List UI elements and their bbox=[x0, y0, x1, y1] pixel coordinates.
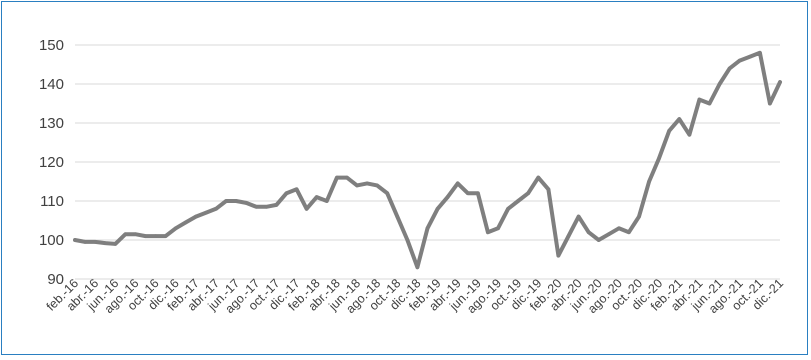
data-point bbox=[304, 207, 309, 211]
data-point bbox=[264, 205, 269, 209]
data-point bbox=[657, 156, 661, 160]
data-point bbox=[778, 80, 782, 84]
data-point bbox=[73, 238, 77, 242]
data-point bbox=[647, 179, 651, 184]
data-point bbox=[737, 58, 742, 63]
data-point bbox=[758, 51, 762, 55]
data-point bbox=[617, 226, 621, 231]
data-point bbox=[153, 234, 158, 238]
data-point bbox=[556, 253, 561, 258]
data-point bbox=[93, 240, 97, 244]
data-point bbox=[234, 199, 238, 203]
data-point bbox=[486, 230, 490, 234]
data-point bbox=[204, 210, 208, 215]
x-axis-ticks: feb.-16abr.-16jun.-16ago.-16oct.-16dic.-… bbox=[44, 276, 786, 316]
data-point bbox=[405, 238, 410, 242]
y-axis-ticks: 90 100 110 120 130 140 150 bbox=[39, 37, 64, 288]
data-point bbox=[113, 242, 118, 246]
data-point bbox=[445, 195, 450, 199]
series-layer bbox=[73, 50, 782, 270]
data-point bbox=[284, 191, 289, 195]
data-point bbox=[526, 191, 530, 195]
data-point bbox=[466, 191, 470, 195]
y-tick-label: 110 bbox=[40, 193, 64, 210]
y-tick-label: 130 bbox=[39, 115, 64, 132]
data-point bbox=[607, 232, 611, 236]
gridlines bbox=[75, 44, 780, 280]
data-point bbox=[244, 201, 248, 205]
data-point bbox=[325, 199, 329, 203]
data-point bbox=[717, 82, 722, 86]
data-point bbox=[395, 214, 400, 219]
data-point bbox=[345, 175, 349, 180]
y-tick-label: 100 bbox=[39, 232, 64, 249]
y-tick-label: 120 bbox=[39, 154, 64, 171]
data-point bbox=[254, 205, 259, 209]
data-point bbox=[566, 234, 571, 238]
data-point bbox=[123, 232, 128, 236]
data-point bbox=[546, 187, 551, 192]
y-tick-label: 90 bbox=[47, 271, 64, 288]
data-point bbox=[506, 207, 510, 211]
data-point bbox=[687, 132, 692, 137]
data-point bbox=[335, 175, 339, 180]
data-point bbox=[425, 226, 430, 231]
series-line bbox=[73, 50, 782, 270]
data-point bbox=[476, 191, 480, 195]
data-point bbox=[768, 101, 772, 106]
data-point bbox=[435, 207, 440, 211]
data-point bbox=[516, 199, 520, 203]
data-point bbox=[385, 191, 390, 195]
data-point bbox=[727, 66, 732, 71]
data-point bbox=[274, 203, 279, 207]
data-point bbox=[184, 220, 188, 225]
y-tick-label: 140 bbox=[39, 76, 64, 93]
data-point bbox=[103, 241, 107, 245]
data-point bbox=[314, 195, 319, 199]
data-point bbox=[637, 214, 641, 219]
data-point bbox=[194, 214, 198, 219]
data-point bbox=[576, 214, 581, 219]
data-point bbox=[83, 240, 87, 244]
data-point bbox=[163, 234, 168, 238]
data-point bbox=[667, 129, 671, 133]
y-tick-label: 150 bbox=[39, 37, 64, 54]
data-point bbox=[455, 181, 460, 186]
data-point bbox=[496, 226, 500, 231]
data-point bbox=[586, 230, 591, 234]
data-point bbox=[173, 226, 178, 231]
data-point bbox=[133, 232, 138, 236]
data-point bbox=[294, 187, 299, 192]
data-point bbox=[214, 207, 218, 211]
data-point bbox=[224, 199, 228, 203]
data-point bbox=[365, 181, 369, 186]
data-point bbox=[748, 54, 752, 59]
data-point bbox=[697, 97, 702, 102]
chart-frame: 90 100 110 120 130 140 150 feb.-16 abr.-16 jun.-… bbox=[1, 1, 808, 355]
data-point bbox=[627, 230, 631, 234]
data-point bbox=[143, 234, 148, 238]
data-point bbox=[355, 183, 359, 188]
data-point bbox=[536, 175, 541, 180]
data-point bbox=[596, 238, 601, 242]
data-point bbox=[415, 265, 420, 270]
data-point bbox=[375, 183, 379, 188]
data-point bbox=[677, 117, 682, 121]
data-point bbox=[707, 101, 712, 106]
